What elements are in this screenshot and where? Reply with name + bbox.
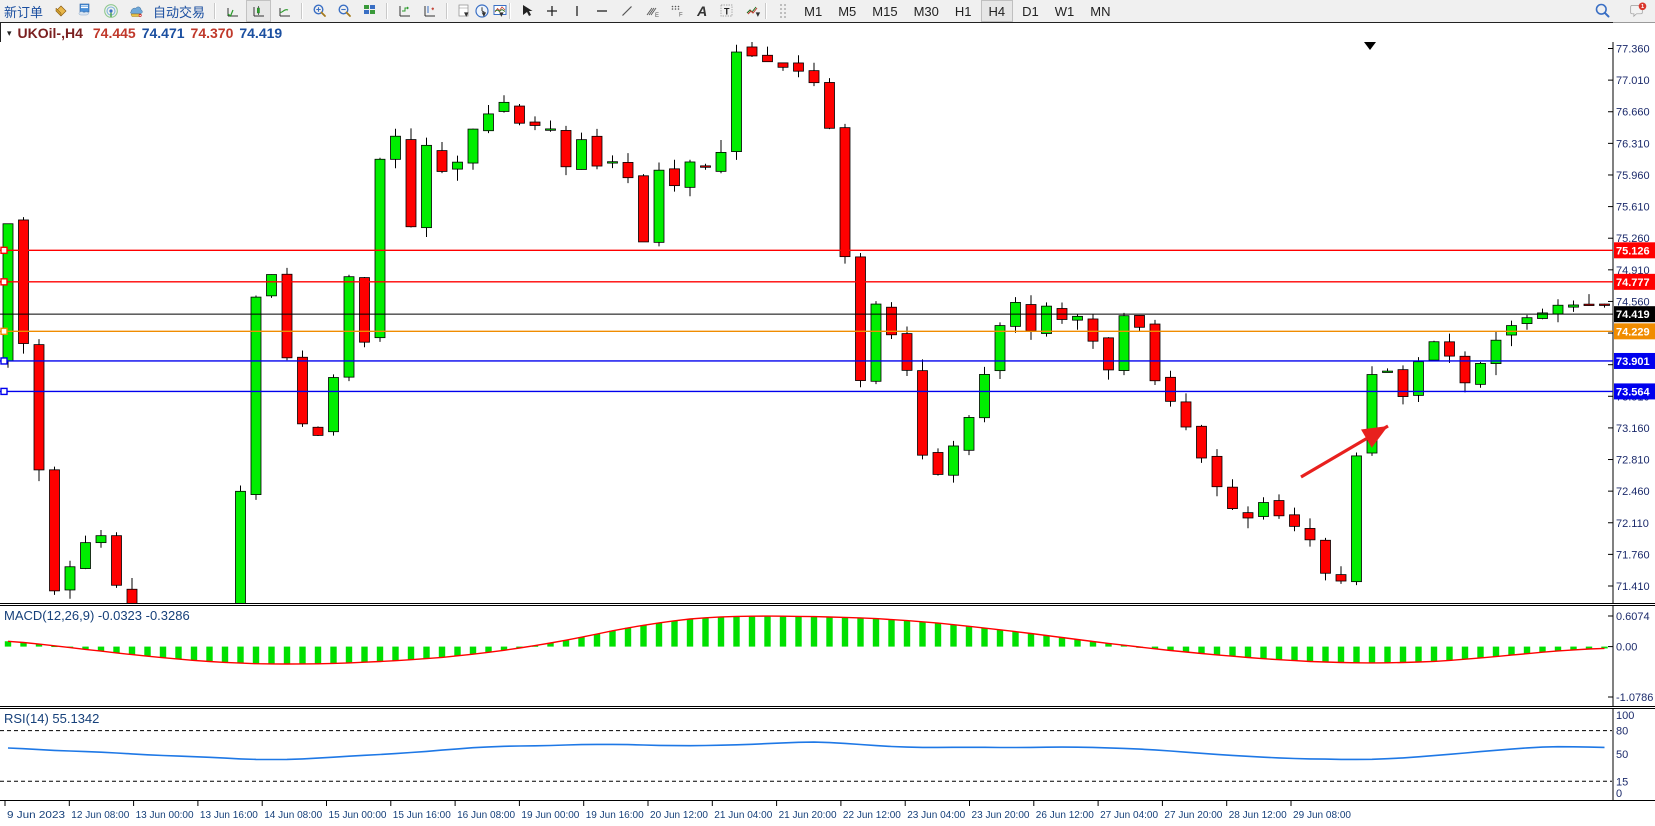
svg-text:15 Jun 00:00: 15 Jun 00:00	[329, 810, 387, 821]
svg-text:12 Jun 08:00: 12 Jun 08:00	[71, 810, 129, 821]
svg-text:100: 100	[1616, 710, 1634, 722]
svg-text:74.777: 74.777	[1616, 277, 1650, 289]
svg-text:71.760: 71.760	[1616, 549, 1650, 561]
svg-text:26 Jun 12:00: 26 Jun 12:00	[1036, 810, 1094, 821]
svg-text:13 Jun 00:00: 13 Jun 00:00	[136, 810, 194, 821]
svg-text:75.610: 75.610	[1616, 202, 1650, 214]
svg-text:14 Jun 08:00: 14 Jun 08:00	[264, 810, 322, 821]
svg-text:29 Jun 08:00: 29 Jun 08:00	[1293, 810, 1351, 821]
svg-text:75.960: 75.960	[1616, 170, 1650, 182]
svg-text:20 Jun 12:00: 20 Jun 12:00	[650, 810, 708, 821]
svg-text:23 Jun 04:00: 23 Jun 04:00	[907, 810, 965, 821]
svg-text:9 Jun 2023: 9 Jun 2023	[7, 810, 65, 821]
svg-text:19 Jun 16:00: 19 Jun 16:00	[586, 810, 644, 821]
svg-text:73.901: 73.901	[1616, 356, 1650, 368]
svg-text:0: 0	[1616, 788, 1622, 800]
svg-text:75.126: 75.126	[1616, 245, 1650, 257]
svg-text:72.460: 72.460	[1616, 486, 1650, 498]
svg-text:T: T	[724, 7, 730, 17]
svg-text:28 Jun 12:00: 28 Jun 12:00	[1229, 810, 1287, 821]
svg-text:15: 15	[1616, 776, 1628, 788]
svg-text:0.6074: 0.6074	[1616, 611, 1650, 623]
svg-text:77.360: 77.360	[1616, 44, 1650, 56]
svg-text:22 Jun 12:00: 22 Jun 12:00	[843, 810, 901, 821]
svg-text:21 Jun 04:00: 21 Jun 04:00	[714, 810, 772, 821]
svg-text:77.010: 77.010	[1616, 75, 1650, 87]
svg-text:E: E	[655, 13, 659, 19]
svg-text:13 Jun 16:00: 13 Jun 16:00	[200, 810, 258, 821]
svg-text:50: 50	[1616, 749, 1628, 761]
svg-text:27 Jun 20:00: 27 Jun 20:00	[1164, 810, 1222, 821]
svg-text:76.310: 76.310	[1616, 138, 1650, 150]
svg-text:72.810: 72.810	[1616, 455, 1650, 467]
svg-text:27 Jun 04:00: 27 Jun 04:00	[1100, 810, 1158, 821]
svg-text:21 Jun 20:00: 21 Jun 20:00	[779, 810, 837, 821]
svg-text:F: F	[679, 13, 683, 19]
svg-text:74.229: 74.229	[1616, 326, 1650, 338]
svg-text:19 Jun 00:00: 19 Jun 00:00	[521, 810, 579, 821]
svg-text:MACD(12,26,9) -0.0323 -0.3286: MACD(12,26,9) -0.0323 -0.3286	[4, 608, 190, 623]
svg-text:73.160: 73.160	[1616, 423, 1650, 435]
svg-text:0.00: 0.00	[1616, 642, 1637, 654]
svg-text:74.419: 74.419	[1616, 309, 1650, 321]
svg-text:23 Jun 20:00: 23 Jun 20:00	[972, 810, 1030, 821]
svg-text:1: 1	[1640, 4, 1643, 10]
svg-text:72.110: 72.110	[1616, 518, 1649, 530]
svg-text:15 Jun 16:00: 15 Jun 16:00	[393, 810, 451, 821]
svg-text:73.564: 73.564	[1616, 386, 1651, 398]
svg-text:76.660: 76.660	[1616, 107, 1650, 119]
svg-text:71.410: 71.410	[1616, 581, 1650, 593]
svg-text:16 Jun 08:00: 16 Jun 08:00	[457, 810, 515, 821]
svg-text:-1.0786: -1.0786	[1616, 692, 1653, 704]
svg-text:RSI(14) 55.1342: RSI(14) 55.1342	[4, 711, 99, 726]
svg-text:80: 80	[1616, 726, 1628, 738]
